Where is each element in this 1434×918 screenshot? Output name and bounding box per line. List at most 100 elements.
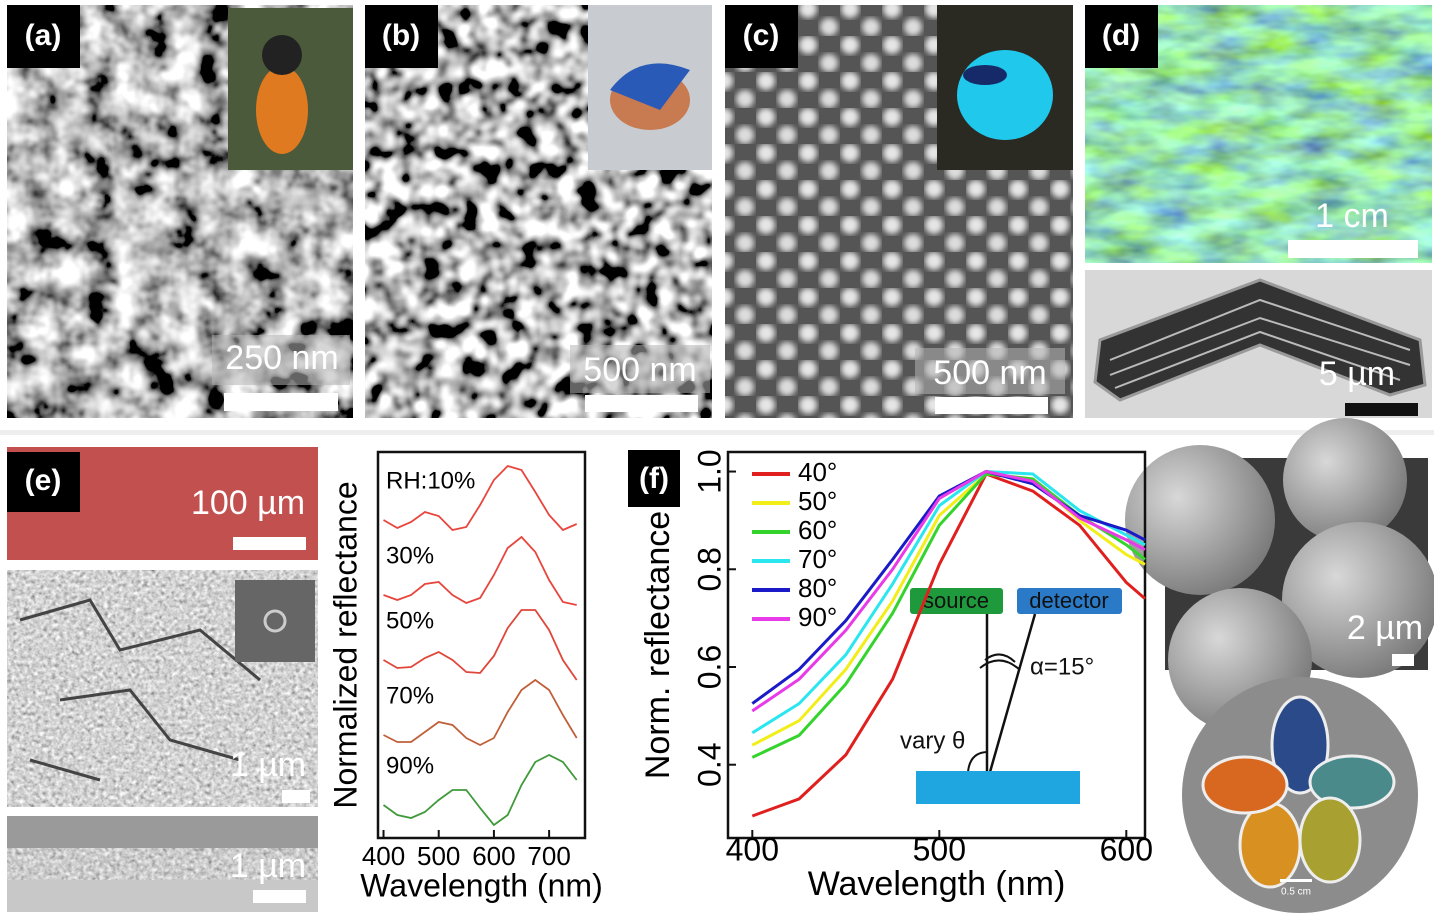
line-series	[751, 472, 1146, 747]
x-tick-label: 500	[913, 831, 966, 867]
petal	[1201, 755, 1289, 815]
line-series	[383, 464, 578, 532]
plot-frame	[726, 450, 1147, 840]
scale-label: 0.5 cm	[1281, 887, 1311, 898]
sphere	[1125, 445, 1275, 595]
x-tick-label: 600	[1100, 831, 1153, 867]
scale-label: 5 µm	[1319, 355, 1395, 393]
legend-label: 50°	[798, 486, 837, 516]
series-label: 70%	[386, 682, 434, 709]
scale-bar	[1288, 240, 1418, 258]
scale-label: 500 nm	[583, 351, 696, 389]
sphere	[1283, 418, 1407, 542]
petal	[1298, 796, 1362, 884]
y-axis-title: Norm. reflectance	[639, 511, 677, 779]
legend-label: 40°	[798, 457, 837, 487]
y-tick-label: 0.6	[691, 645, 727, 689]
legend-label: 60°	[798, 515, 837, 545]
annotation: α=15°	[1030, 653, 1094, 680]
legend-label: 90°	[798, 602, 837, 632]
x-tick-label: 700	[527, 841, 570, 871]
source-box	[910, 588, 1003, 614]
beam-lines	[985, 613, 1037, 773]
scale-label: 1 cm	[1315, 197, 1389, 235]
annotation: source	[923, 588, 989, 613]
bird	[256, 66, 308, 154]
x-tick-label: 600	[472, 841, 515, 871]
line-series	[383, 678, 578, 747]
line-series	[383, 535, 577, 606]
scale-box	[570, 345, 710, 393]
series-label: 90%	[386, 752, 434, 779]
panel-label: (b)	[382, 19, 420, 52]
legend-label: 70°	[798, 544, 837, 574]
scale-box	[915, 348, 1065, 394]
scale-bar	[233, 537, 306, 550]
fft-ring	[263, 609, 287, 633]
sphere	[1282, 522, 1434, 678]
label-box	[7, 452, 80, 512]
scale-label: 250 nm	[225, 339, 338, 377]
scale-bar	[935, 397, 1048, 414]
scale-bar	[585, 395, 698, 412]
y-tick-label: 0.4	[691, 742, 727, 786]
label-box	[365, 5, 438, 68]
scale-bar	[1280, 879, 1312, 882]
barbule-section	[1093, 278, 1427, 402]
scale-box	[212, 335, 350, 385]
film-layer	[7, 848, 318, 880]
panel-label: (c)	[743, 19, 780, 52]
petal	[1238, 801, 1302, 889]
scale-label: 500 nm	[933, 354, 1046, 392]
series-label: RH:10%	[386, 467, 475, 494]
melanosome-layers	[1109, 298, 1411, 389]
panel-label: (d)	[1102, 19, 1140, 52]
x-tick-label: 400	[362, 841, 405, 871]
scale-bar	[253, 890, 306, 903]
plot-frame	[376, 450, 587, 840]
scale-bar	[1392, 654, 1414, 666]
x-tick-label: 500	[417, 841, 460, 871]
line-series	[751, 472, 1146, 818]
annotation: detector	[1029, 588, 1109, 613]
y-tick-label: 0.8	[691, 547, 727, 591]
y-tick-label: 1.0	[691, 449, 727, 493]
x-tick-label: 400	[726, 831, 779, 867]
label-box	[1085, 5, 1158, 68]
legend-label: 80°	[798, 573, 837, 603]
panel-label: (e)	[25, 464, 62, 497]
series-label: 50%	[386, 607, 434, 634]
scale-bar	[224, 393, 338, 411]
scale-bar	[282, 790, 310, 803]
substrate	[916, 771, 1080, 804]
label-box	[7, 5, 80, 68]
petal	[1308, 754, 1396, 810]
scale-label: 100 µm	[191, 484, 305, 522]
panel-label: (a)	[25, 19, 62, 52]
x-axis-title: Wavelength (nm)	[360, 867, 602, 903]
label-box	[628, 450, 680, 507]
fft-inset	[235, 580, 315, 662]
label-box	[725, 5, 798, 68]
series-label: 30%	[386, 542, 434, 569]
scale-bar	[1345, 403, 1418, 416]
line-series	[382, 753, 578, 827]
bird-head	[262, 35, 302, 75]
angle-arcs	[967, 653, 1021, 773]
line-series	[751, 469, 1146, 713]
x-axis-title: Wavelength (nm)	[808, 865, 1066, 903]
detector-box	[1017, 588, 1122, 614]
annotation: vary θ	[900, 727, 965, 754]
scale-label: 2 µm	[1347, 609, 1423, 647]
line-series	[383, 609, 578, 681]
panel-label: (f)	[639, 462, 669, 495]
divider	[0, 430, 1434, 435]
scale-label: 1 µm	[230, 847, 306, 885]
bird	[957, 50, 1053, 140]
cracks	[19, 598, 261, 782]
scale-label: 1 µm	[230, 746, 306, 784]
y-axis-title: Normalized reflectance	[327, 481, 363, 808]
bird-wing	[610, 63, 690, 110]
